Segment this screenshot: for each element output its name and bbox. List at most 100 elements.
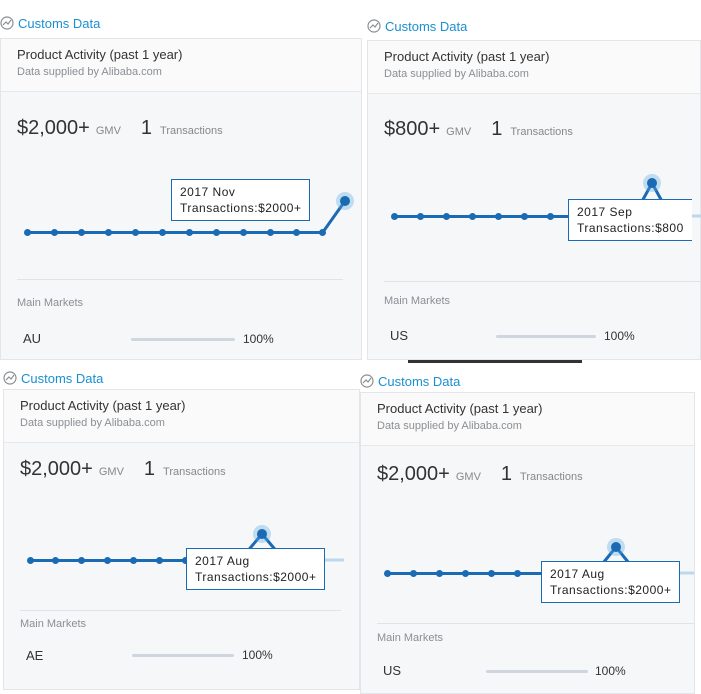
chart-point[interactable] <box>514 570 521 577</box>
chart-point[interactable] <box>213 229 220 236</box>
chart-point[interactable] <box>78 229 85 236</box>
chart-point[interactable] <box>488 570 495 577</box>
divider <box>377 623 694 624</box>
chart-trend-icon <box>360 374 374 388</box>
tooltip-date: 2017 Aug <box>550 567 605 581</box>
chart-tooltip: 2017 Aug Transactions:$2000+ <box>541 561 681 603</box>
chart-point[interactable] <box>186 229 193 236</box>
customs-panel-2: Customs Data Product Activity (past 1 ye… <box>367 15 701 363</box>
chart-point[interactable] <box>130 557 137 564</box>
activity-chart[interactable]: 2017 Aug Transactions:$2000+ <box>4 518 361 598</box>
chart-trend-icon <box>0 16 14 30</box>
chart-point[interactable] <box>24 229 31 236</box>
gmv-value: $800+ <box>384 118 441 140</box>
chart-point[interactable] <box>495 213 502 220</box>
gmv-value: $2,000+ <box>17 117 90 139</box>
chart-point[interactable] <box>547 213 554 220</box>
market-country: US <box>383 663 402 678</box>
chart-trend-icon <box>367 19 381 33</box>
market-country: AE <box>26 648 44 663</box>
header-label: Customs Data <box>21 370 104 386</box>
chart-point[interactable] <box>436 570 443 577</box>
chart-point[interactable] <box>27 557 34 564</box>
main-markets-label: Main Markets <box>384 295 451 307</box>
chart-point[interactable] <box>51 229 58 236</box>
chart-point[interactable] <box>319 229 326 236</box>
product-activity-card: Product Activity (past 1 year) Data supp… <box>3 389 360 690</box>
chart-point[interactable] <box>156 557 163 564</box>
gmv-unit: GMV <box>446 126 472 138</box>
header-label: Customs Data <box>378 373 461 389</box>
chart-point[interactable] <box>159 229 166 236</box>
card-title: Product Activity (past 1 year) <box>17 47 183 62</box>
gmv-summary: $2,000+ GMV 1 Transactions <box>17 117 223 140</box>
scrollbar[interactable] <box>408 360 582 363</box>
chart-tooltip: 2017 Aug Transactions:$2000+ <box>186 548 326 590</box>
chart-point[interactable] <box>384 570 391 577</box>
card-title-area: Product Activity (past 1 year) Data supp… <box>1 39 361 92</box>
divider <box>384 281 700 282</box>
product-activity-card: Product Activity (past 1 year) Data supp… <box>367 40 701 363</box>
divider <box>20 610 341 611</box>
chart-trend-icon <box>3 371 17 385</box>
chart-point[interactable] <box>182 557 189 564</box>
market-share-bar <box>486 670 588 673</box>
market-country: AU <box>23 331 42 346</box>
divider <box>17 279 343 280</box>
chart-point[interactable] <box>521 213 528 220</box>
activity-chart[interactable]: 2017 Aug Transactions:$2000+ <box>361 533 696 613</box>
transactions-count: 1 <box>500 463 513 485</box>
market-share-bar <box>131 338 235 341</box>
chart-point[interactable] <box>104 557 111 564</box>
chart-point[interactable] <box>78 557 85 564</box>
transactions-label: Transactions <box>510 126 573 138</box>
tooltip-value: Transactions:$2000+ <box>195 570 317 584</box>
gmv-summary: $2,000+ GMV 1 Transactions <box>377 463 583 486</box>
market-share-pct: 100% <box>595 664 626 678</box>
main-markets-label: Main Markets <box>20 618 87 630</box>
card-title-area: Product Activity (past 1 year) Data supp… <box>361 393 694 446</box>
transactions-label: Transactions <box>520 471 583 483</box>
chart-point[interactable] <box>293 229 300 236</box>
main-markets-label: Main Markets <box>17 297 84 309</box>
chart-point-active[interactable] <box>643 174 661 192</box>
market-share-bar <box>496 335 596 338</box>
customs-data-header[interactable]: Customs Data <box>367 15 467 37</box>
chart-point[interactable] <box>240 229 247 236</box>
card-subtitle: Data supplied by Alibaba.com <box>384 68 529 80</box>
activity-chart[interactable]: 2017 Nov Transactions:$2000+ <box>1 179 363 249</box>
chart-point[interactable] <box>391 213 398 220</box>
tooltip-value: Transactions:$2000+ <box>180 201 302 215</box>
activity-chart[interactable]: 2017 Sep Transactions:$800 <box>368 169 701 249</box>
chart-point-active[interactable] <box>336 192 354 210</box>
chart-point[interactable] <box>417 213 424 220</box>
tooltip-value: Transactions:$800 <box>577 221 684 235</box>
card-title: Product Activity (past 1 year) <box>20 398 186 413</box>
customs-data-header[interactable]: Customs Data <box>0 12 100 34</box>
chart-point[interactable] <box>410 570 417 577</box>
customs-data-header[interactable]: Customs Data <box>3 367 103 389</box>
card-title: Product Activity (past 1 year) <box>377 401 543 416</box>
customs-panel-4: Customs Data Product Activity (past 1 ye… <box>360 370 695 694</box>
product-activity-card: Product Activity (past 1 year) Data supp… <box>0 38 362 360</box>
chart-point[interactable] <box>132 229 139 236</box>
chart-point-active[interactable] <box>253 525 271 543</box>
chart-point[interactable] <box>267 229 274 236</box>
customs-data-header[interactable]: Customs Data <box>360 370 460 392</box>
gmv-value: $2,000+ <box>377 463 450 485</box>
chart-point[interactable] <box>469 213 476 220</box>
tooltip-date: 2017 Sep <box>577 205 633 219</box>
chart-point[interactable] <box>443 213 450 220</box>
card-title: Product Activity (past 1 year) <box>384 49 550 64</box>
gmv-value: $2,000+ <box>20 458 93 480</box>
market-share-bar <box>132 654 234 657</box>
chart-point[interactable] <box>462 570 469 577</box>
market-country: US <box>390 328 409 343</box>
transactions-label: Transactions <box>163 466 226 478</box>
main-markets-label: Main Markets <box>377 632 444 644</box>
tooltip-date: 2017 Aug <box>195 554 250 568</box>
chart-point[interactable] <box>105 229 112 236</box>
chart-point[interactable] <box>52 557 59 564</box>
chart-point-active[interactable] <box>607 538 625 556</box>
gmv-unit: GMV <box>98 466 124 478</box>
